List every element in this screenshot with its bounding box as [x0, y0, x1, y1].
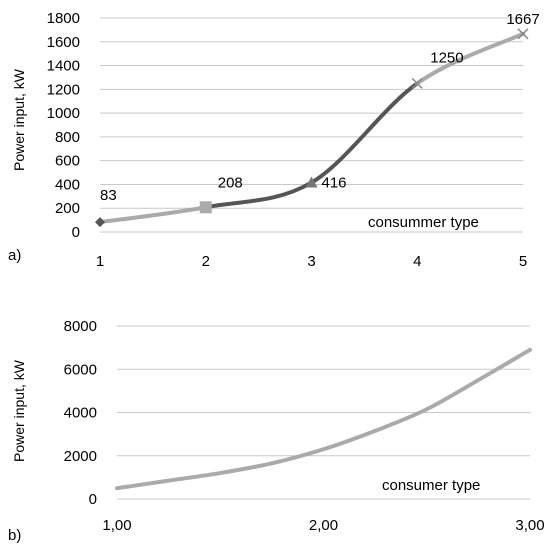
chart-a-line-segment	[98, 205, 208, 225]
chart-a-y-axis-label: Power input, kW	[11, 68, 27, 171]
chart-a-x-tick-label: 5	[519, 253, 527, 270]
chart-a-data-label: 1250	[430, 49, 463, 66]
chart-b-gridlines	[117, 325, 530, 500]
chart-a-data-label: 416	[322, 175, 347, 192]
chart-b-y-tick-label: 4000	[64, 405, 97, 422]
chart-b-series	[115, 347, 532, 491]
chart-b-x-tick-label: 2,00	[309, 517, 338, 534]
chart-a-markers	[95, 28, 529, 228]
chart-a-x-ticks: 1 2 3 4 5	[96, 253, 527, 270]
chart-a-y-tick-label: 800	[55, 129, 80, 146]
chart-b-y-tick-label: 2000	[64, 448, 97, 465]
chart-a-y-tick-label: 0	[72, 224, 80, 241]
chart-b: 0 2000 4000 6000 8000 1,00 2,00 3,00 Power inp…	[8, 318, 545, 544]
chart-a-point	[517, 28, 529, 40]
chart-a-data-label: 83	[100, 187, 117, 204]
chart-b-panel-label: b)	[8, 527, 21, 544]
chart-a-y-tick-label: 1000	[47, 105, 80, 122]
chart-a-x-tick-label: 4	[413, 253, 421, 270]
chart-a-y-tick-label: 1400	[47, 58, 80, 75]
chart-a-series	[98, 31, 525, 225]
chart-a-point	[199, 201, 212, 214]
chart-b-x-tick-label: 3,00	[515, 517, 544, 534]
chart-a-x-tick-label: 3	[307, 253, 315, 270]
chart-b-y-tick-label: 6000	[64, 361, 97, 378]
chart-b-x-ticks: 1,00 2,00 3,00	[102, 517, 544, 534]
chart-a-x-tick-label: 2	[202, 253, 210, 270]
chart-a-y-tick-label: 400	[55, 176, 80, 193]
chart-b-line	[115, 347, 532, 491]
chart-a-y-tick-label: 200	[55, 200, 80, 217]
chart-a-y-tick-label: 1600	[47, 34, 80, 51]
chart-b-y-axis-label: Power input, kW	[11, 359, 27, 462]
chart-a-y-tick-label: 1200	[47, 81, 80, 98]
chart-a-point	[305, 176, 318, 188]
chart-a-point	[95, 217, 105, 228]
chart-a-y-ticks: 0 200 400 600 800 1000 1200 1400 1600 1800	[47, 10, 80, 241]
chart-a-panel-label: a)	[8, 247, 21, 264]
chart-a-y-tick-label: 1800	[47, 10, 80, 27]
chart-a-data-label: 208	[218, 174, 243, 191]
chart-a-annotation: consummer type	[368, 214, 479, 231]
chart-b-x-tick-label: 1,00	[102, 517, 131, 534]
chart-a-data-labels: 83 208 416 1250 1667	[100, 11, 540, 204]
chart-b-y-tick-label: 0	[89, 491, 97, 508]
chart-b-y-ticks: 0 2000 4000 6000 8000	[64, 318, 97, 508]
chart-a-line-segment	[309, 81, 420, 185]
chart-a-line-segment	[203, 180, 314, 210]
chart-a-x-tick-label: 1	[96, 253, 104, 270]
chart-a-line-segment	[415, 31, 525, 86]
chart-a-data-label: 1667	[506, 11, 539, 28]
chart-a-gridlines	[100, 17, 523, 233]
chart-a-y-tick-label: 600	[55, 153, 80, 170]
chart-b-y-tick-label: 8000	[64, 318, 97, 335]
chart-a-point	[411, 77, 423, 89]
chart-b-annotation: consumer type	[382, 477, 480, 494]
